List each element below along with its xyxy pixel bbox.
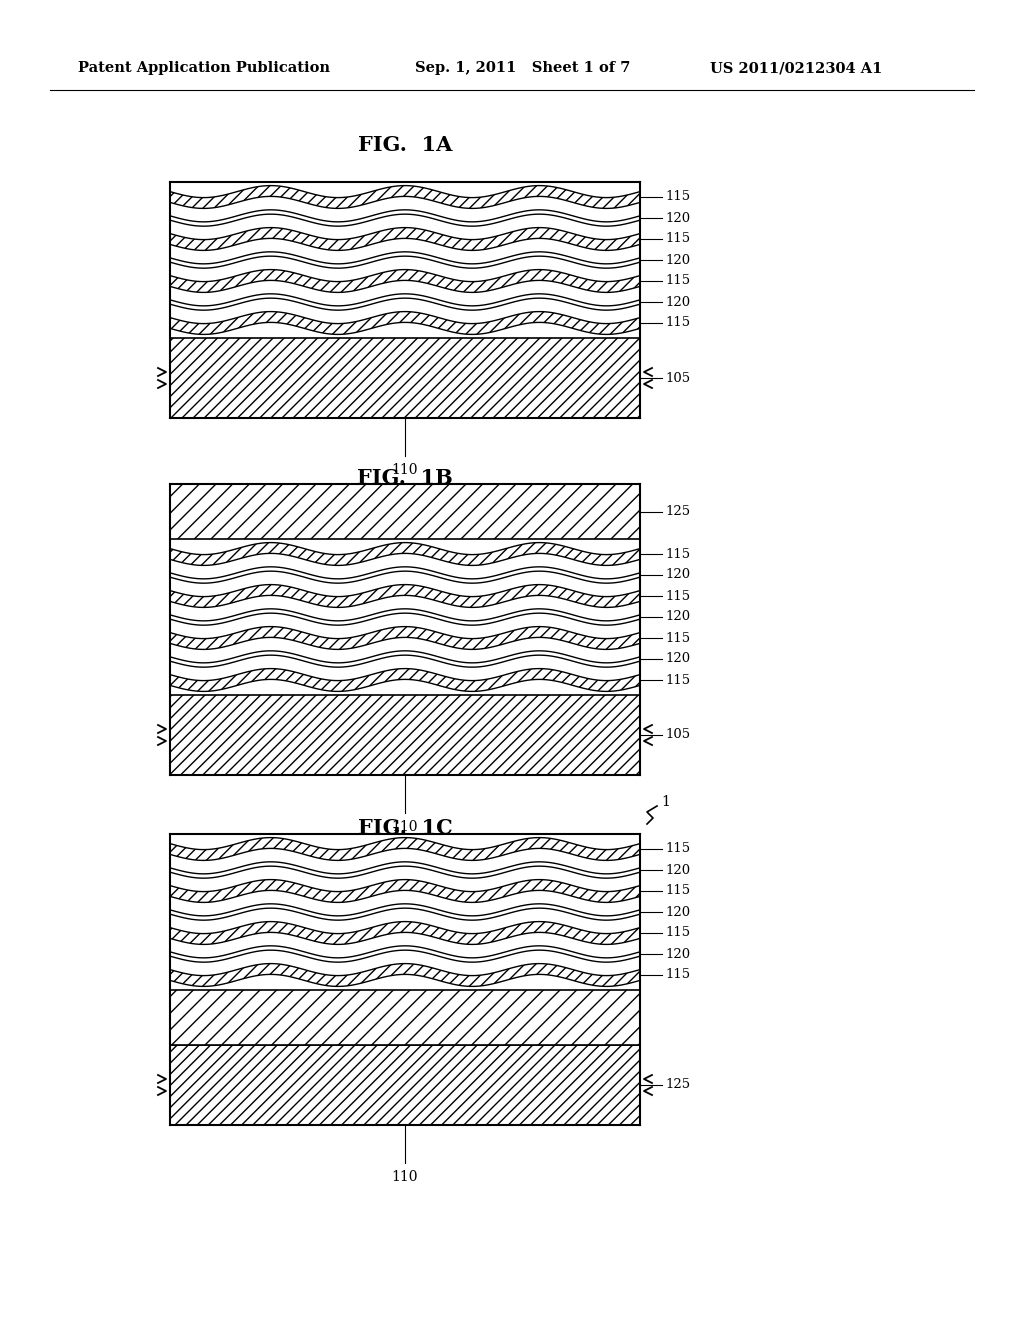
Polygon shape [170, 1045, 640, 1125]
Text: 120: 120 [665, 948, 690, 961]
Text: 110: 110 [392, 820, 418, 834]
Text: 115: 115 [665, 842, 690, 855]
Text: 125: 125 [665, 1078, 690, 1092]
Polygon shape [170, 627, 640, 649]
Polygon shape [170, 609, 640, 626]
Polygon shape [170, 651, 640, 667]
Text: 120: 120 [665, 906, 690, 919]
Text: 120: 120 [665, 253, 690, 267]
Polygon shape [170, 669, 640, 692]
Polygon shape [170, 312, 640, 334]
Text: US 2011/0212304 A1: US 2011/0212304 A1 [710, 61, 883, 75]
Polygon shape [170, 210, 640, 226]
Text: 115: 115 [665, 232, 690, 246]
Text: 115: 115 [665, 927, 690, 940]
Text: 115: 115 [665, 673, 690, 686]
Polygon shape [170, 964, 640, 986]
Polygon shape [170, 904, 640, 920]
Polygon shape [170, 227, 640, 251]
Polygon shape [170, 543, 640, 565]
Text: 105: 105 [665, 729, 690, 742]
Text: 115: 115 [665, 590, 690, 602]
Polygon shape [170, 862, 640, 878]
Text: Patent Application Publication: Patent Application Publication [78, 61, 330, 75]
Text: 110: 110 [392, 463, 418, 477]
Text: FIG.  1C: FIG. 1C [357, 818, 453, 838]
Text: FIG.  1B: FIG. 1B [357, 469, 453, 488]
Text: 1: 1 [662, 795, 670, 809]
Polygon shape [170, 879, 640, 903]
Polygon shape [170, 186, 640, 209]
Text: 115: 115 [665, 631, 690, 644]
Text: 120: 120 [665, 863, 690, 876]
Polygon shape [170, 338, 640, 418]
Text: 115: 115 [665, 190, 690, 203]
Polygon shape [170, 921, 640, 944]
Polygon shape [170, 566, 640, 583]
Polygon shape [170, 252, 640, 268]
Text: 120: 120 [665, 211, 690, 224]
Text: FIG.  1A: FIG. 1A [357, 135, 453, 154]
Text: 105: 105 [665, 371, 690, 384]
Text: 120: 120 [665, 652, 690, 665]
Polygon shape [170, 294, 640, 310]
Polygon shape [170, 946, 640, 962]
Text: 115: 115 [665, 884, 690, 898]
Text: 120: 120 [665, 610, 690, 623]
Text: 120: 120 [665, 296, 690, 309]
Text: 115: 115 [665, 969, 690, 982]
Text: 115: 115 [665, 317, 690, 330]
Text: 110: 110 [392, 1170, 418, 1184]
Polygon shape [170, 696, 640, 775]
Text: 125: 125 [665, 506, 690, 517]
Polygon shape [170, 990, 640, 1045]
Text: Sep. 1, 2011   Sheet 1 of 7: Sep. 1, 2011 Sheet 1 of 7 [415, 61, 631, 75]
Polygon shape [170, 484, 640, 539]
Text: 120: 120 [665, 569, 690, 582]
Text: 115: 115 [665, 275, 690, 288]
Polygon shape [170, 269, 640, 293]
Polygon shape [170, 838, 640, 861]
Polygon shape [170, 585, 640, 607]
Text: 115: 115 [665, 548, 690, 561]
